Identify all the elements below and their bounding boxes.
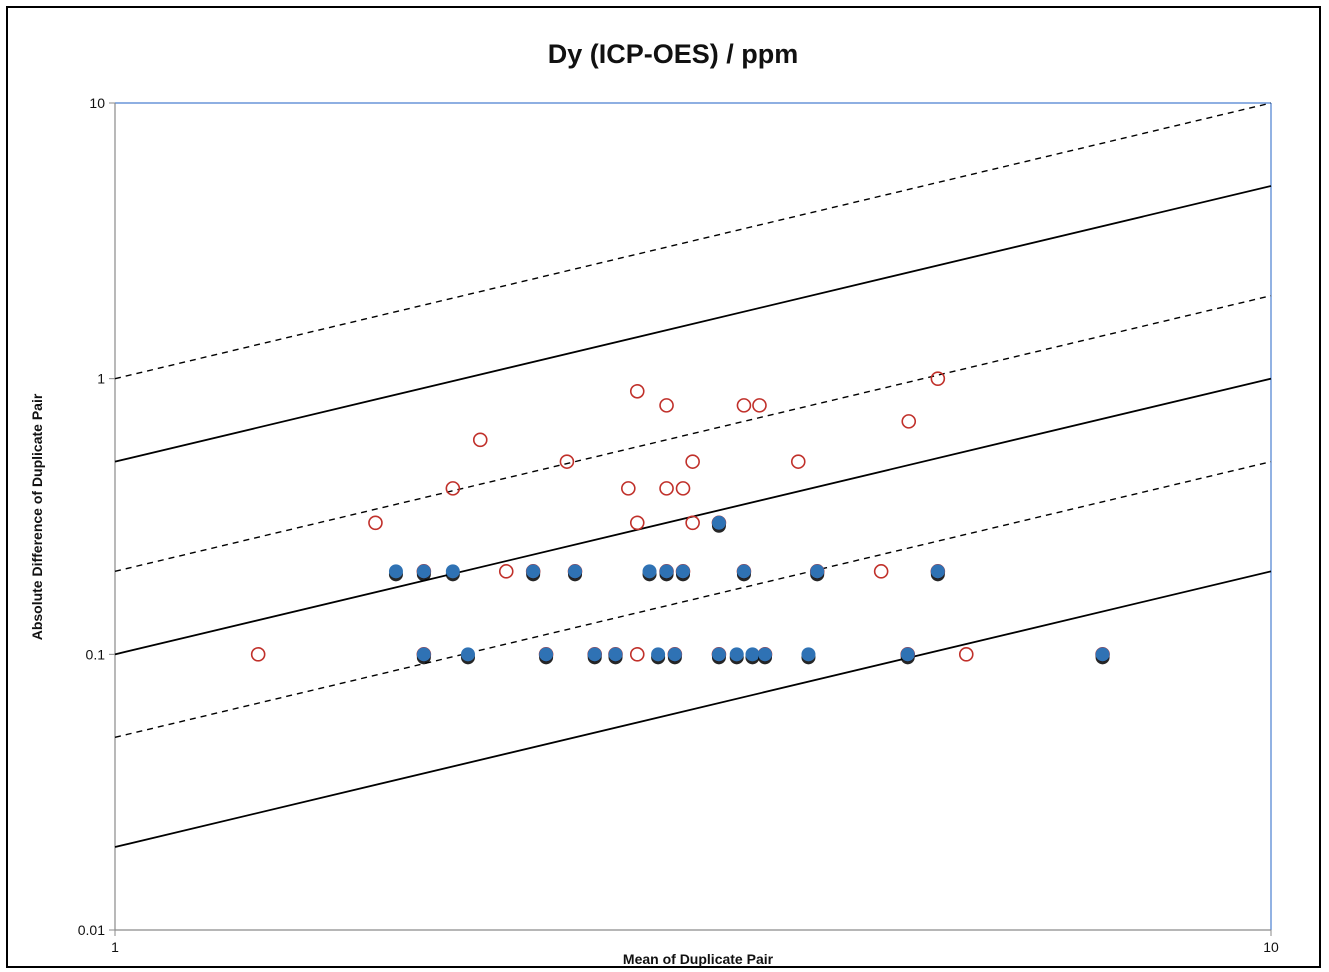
y-tick-label: 0.1: [86, 646, 106, 662]
filled-data-point: [736, 564, 751, 579]
open-data-point: [498, 564, 514, 579]
filled-data-point: [526, 564, 541, 579]
filled-data-point: [608, 647, 623, 662]
x-tick-label: 1: [111, 939, 119, 955]
y-axis-label: Absolute Difference of Duplicate Pair: [29, 393, 45, 640]
x-axis-label: Mean of Duplicate Pair: [623, 951, 774, 967]
filled-data-point: [810, 564, 825, 579]
dashed-reference-line: [114, 295, 1272, 573]
filled-data-point: [729, 647, 744, 662]
open-data-point: [901, 414, 917, 429]
filled-data-point: [568, 564, 583, 579]
y-tick-label: 0.01: [78, 922, 105, 938]
filled-data-point: [900, 647, 915, 662]
open-data-point: [675, 481, 691, 496]
y-tick-label: 10: [89, 95, 105, 111]
filled-data-point: [539, 647, 554, 662]
filled-data-point: [930, 564, 945, 579]
open-data-point: [368, 515, 383, 531]
open-data-point: [629, 515, 645, 531]
open-data-point: [659, 481, 674, 496]
open-data-point: [930, 371, 946, 386]
filled-data-point: [388, 564, 403, 579]
filled-data-point: [642, 564, 657, 579]
open-data-point: [958, 647, 974, 662]
open-data-point: [250, 647, 266, 662]
y-tick-label: 1: [97, 371, 105, 387]
open-data-point: [629, 383, 645, 399]
open-data-point: [873, 564, 889, 579]
filled-data-point: [711, 515, 726, 530]
x-tick-label: 10: [1263, 939, 1279, 955]
open-data-point: [752, 398, 767, 413]
filled-data-point: [416, 564, 431, 579]
filled-data-point: [651, 647, 666, 662]
open-data-point: [559, 454, 575, 469]
filled-data-point: [460, 647, 475, 662]
filled-data-point: [1095, 647, 1110, 662]
open-data-point: [685, 515, 700, 531]
dashed-reference-line: [114, 102, 1272, 380]
filled-data-point: [758, 647, 773, 662]
filled-data-point: [745, 647, 760, 662]
dashed-reference-line: [114, 460, 1272, 738]
filled-data-point: [416, 647, 431, 662]
open-data-point: [621, 481, 636, 496]
chart-title: Dy (ICP-OES) / ppm: [548, 39, 799, 69]
chart-frame: Dy (ICP-OES) / ppm 0.01 0.1 1 10 1 10 Mean of…: [6, 6, 1321, 968]
chart-canvas: Dy (ICP-OES) / ppm 0.01 0.1 1 10 1 10 Mean of…: [29, 39, 1279, 967]
open-data-point: [445, 481, 461, 496]
filled-data-point: [667, 647, 682, 662]
open-data-point: [736, 398, 752, 413]
solid-reference-line: [114, 185, 1272, 463]
open-data-point: [790, 454, 806, 469]
filled-data-point: [659, 564, 674, 579]
open-data-point: [685, 454, 700, 469]
filled-data-point: [445, 564, 460, 579]
filled-data-point: [587, 647, 602, 662]
open-data-point: [472, 432, 488, 448]
open-data-point: [659, 398, 674, 413]
plot-area: 0.01 0.1 1 10 1 10: [78, 95, 1279, 955]
filled-data-point: [676, 564, 691, 579]
filled-data-point: [711, 647, 726, 662]
open-data-point: [629, 647, 645, 662]
solid-reference-line: [114, 570, 1272, 848]
filled-data-point: [801, 647, 816, 662]
